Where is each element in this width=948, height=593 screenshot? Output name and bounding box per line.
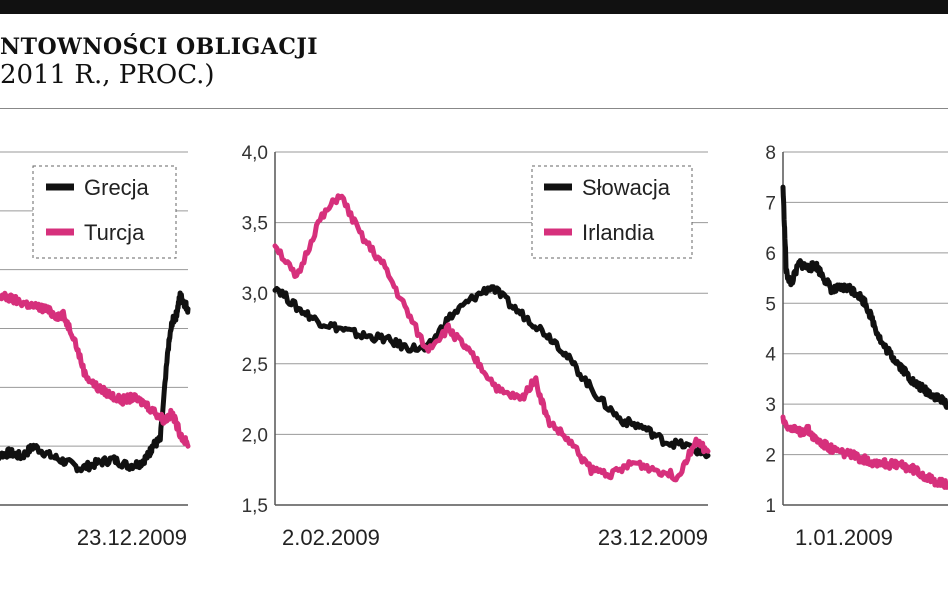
y-tick-label: 3,5 [242,214,268,235]
chart-title: NTOWNOŚCI OBLIGACJI [0,34,319,60]
legend-label: Irlandia [582,220,655,245]
series-line [272,193,711,483]
x-tick-label: 1.01.2009 [795,525,893,550]
legend-box: Grecja Turcja [32,165,177,259]
y-tick-label: 2,0 [242,425,268,446]
series-line [0,290,191,449]
y-tick-label: 2,5 [242,355,268,376]
panel-slowacja-irlandia: 4,0 3,5 3,0 2,5 2,0 1,5 Słowacja Irlandia 2.0… [242,143,711,550]
y-tick-label: 3,0 [242,284,268,305]
y-tick-label: 7 [765,193,776,214]
legend-label: Słowacja [582,175,671,200]
x-tick-label: 2.02.2009 [282,525,380,550]
y-tick-label: 1,5 [242,496,268,517]
x-tick-label: 23.12.2009 [598,525,708,550]
series-line [780,184,948,410]
y-tick-label: 6 [765,244,776,265]
y-tick-label: 2 [765,446,776,467]
y-tick-label: 3 [765,395,776,416]
series-line [780,414,948,490]
top-bar [0,0,948,14]
chart-subtitle: 2011 R., PROC.) [0,60,215,90]
legend-label: Grecja [84,175,150,200]
y-tick-label: 1 [765,496,776,517]
y-tick-label: 5 [765,294,776,315]
y-tick-label: 4 [765,345,776,366]
y-tick-label: 4,0 [242,143,268,164]
legend-box: Słowacja Irlandia [531,165,693,259]
panel-grecja-turcja: Grecja Turcja 23.12.2009 [0,151,191,550]
header-divider [0,108,948,109]
panel-third: 8 7 6 5 4 3 2 1 1.01.2009 [765,143,948,550]
legend-label: Turcja [84,220,145,245]
series-line [0,290,191,474]
y-tick-label: 8 [765,143,776,164]
series-line [272,284,711,460]
x-tick-label: 23.12.2009 [77,525,187,550]
